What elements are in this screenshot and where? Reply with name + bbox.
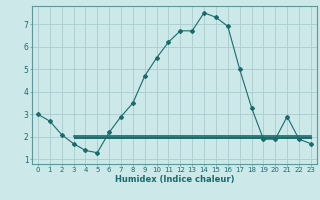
X-axis label: Humidex (Indice chaleur): Humidex (Indice chaleur) [115,175,234,184]
